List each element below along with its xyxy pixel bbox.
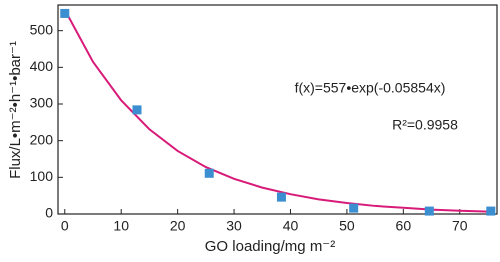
y-tick-label: 400 xyxy=(30,58,54,74)
x-tick-label: 10 xyxy=(113,218,129,234)
data-point xyxy=(204,168,214,178)
x-tick-label: 0 xyxy=(61,218,69,234)
y-tick-label: 0 xyxy=(45,205,53,221)
data-point xyxy=(60,8,70,18)
annotation: R²=0.9958 xyxy=(392,117,458,133)
plot-frame xyxy=(57,4,498,215)
y-tick-label: 200 xyxy=(30,131,54,147)
x-tick-label: 50 xyxy=(339,218,355,234)
y-tick-label: 100 xyxy=(30,168,54,184)
fit-curve xyxy=(63,9,494,213)
data-point xyxy=(349,203,359,213)
y-tick-label: 300 xyxy=(30,95,54,111)
data-point xyxy=(276,192,286,202)
data-point xyxy=(424,206,434,216)
x-tick-label: 40 xyxy=(283,218,299,234)
y-axis-label: Flux/L•m⁻²•h⁻¹•bar⁻¹ xyxy=(7,41,24,179)
data-point xyxy=(132,105,142,115)
x-axis-label: GO loading/mg m⁻² xyxy=(205,238,335,255)
x-tick-label: 20 xyxy=(170,218,186,234)
annotation: f(x)=557•exp(-0.05854x) xyxy=(295,80,446,96)
x-tick-label: 30 xyxy=(226,218,242,234)
x-tick-label: 70 xyxy=(452,218,468,234)
data-point xyxy=(486,206,496,216)
x-tick-label: 60 xyxy=(396,218,412,234)
y-tick-label: 500 xyxy=(30,21,54,37)
